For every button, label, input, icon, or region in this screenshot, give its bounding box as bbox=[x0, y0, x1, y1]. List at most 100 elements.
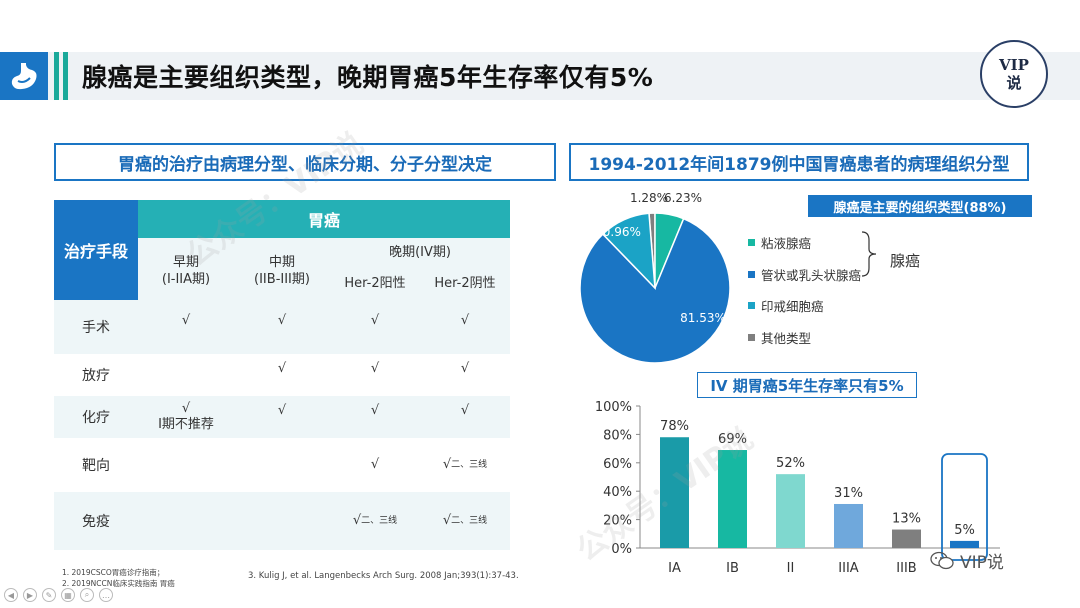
highlight-box bbox=[941, 453, 988, 561]
bar-data-label: 5% bbox=[954, 523, 975, 538]
cell-early: √ I期不推荐 bbox=[158, 401, 214, 432]
legend-item: 其他类型 bbox=[748, 328, 811, 347]
check-mark: √ bbox=[442, 457, 452, 472]
bar bbox=[950, 540, 979, 548]
table-subheader: 早期 (I-IIA期) 中期 (IIB-III期) 晚期(IV期) Her-2阳… bbox=[138, 238, 510, 300]
stomach-logo-icon bbox=[0, 52, 48, 100]
bar-data-label: 52% bbox=[776, 456, 805, 471]
cell-her2neg: √ bbox=[460, 403, 470, 418]
references: 1. 2019CSCO胃癌诊疗指南； 2. 2019NCCN临床实践指南 胃癌 bbox=[62, 567, 175, 589]
cell-mid: √ bbox=[277, 313, 287, 328]
next-slide-icon[interactable]: ▶ bbox=[23, 588, 37, 602]
vip-badge-text: 说 bbox=[1006, 74, 1022, 92]
vip-badge-text: VIP bbox=[999, 56, 1029, 74]
y-tick-label: 60% bbox=[603, 457, 632, 472]
title-accent-bar bbox=[54, 52, 59, 100]
bar-data-label: 78% bbox=[660, 419, 689, 434]
table-row: 化疗 √ I期不推荐 √ √ √ bbox=[54, 396, 510, 438]
survival-banner: IV 期胃癌5年生存率只有5% bbox=[697, 372, 917, 398]
pie-data-label: 10.96% bbox=[595, 225, 641, 239]
pen-icon[interactable]: ✎ bbox=[42, 588, 56, 602]
adenocarcinoma-banner: 腺癌是主要的组织类型(88%) bbox=[808, 195, 1032, 217]
slides-icon[interactable]: ▦ bbox=[61, 588, 75, 602]
wechat-account-name: VIP说 bbox=[960, 553, 1004, 573]
table-row: 免疫 √ 二、三线 √ 二、三线 bbox=[54, 492, 510, 550]
bar bbox=[718, 450, 747, 548]
row-label: 靶向 bbox=[82, 458, 110, 474]
x-tick-label: IA bbox=[668, 561, 681, 576]
x-tick-label: II bbox=[787, 561, 795, 576]
legend-swatch bbox=[748, 271, 755, 278]
pie-data-label: 6.23% bbox=[664, 191, 702, 205]
row-label: 放疗 bbox=[82, 368, 110, 384]
legend-label: 管状或乳头状腺癌 bbox=[761, 268, 862, 283]
bar bbox=[892, 529, 921, 548]
more-icon[interactable]: … bbox=[99, 588, 113, 602]
cell-her2neg: √ bbox=[460, 361, 470, 376]
cell-mid: √ bbox=[277, 403, 287, 418]
check-mark: √ bbox=[352, 513, 362, 528]
bar-data-label: 31% bbox=[834, 486, 863, 501]
title-accent-bar bbox=[63, 52, 68, 100]
zoom-icon[interactable]: ⌕ bbox=[80, 588, 94, 602]
row-label: 免疫 bbox=[82, 514, 110, 530]
reference-item: 2. 2019NCCN临床实践指南 胃癌 bbox=[62, 579, 175, 588]
x-tick-label: IIIA bbox=[838, 561, 859, 576]
adenocarcinoma-brace-label: 腺癌 bbox=[890, 252, 921, 270]
legend-label: 其他类型 bbox=[761, 331, 812, 346]
table-corner-header: 治疗手段 bbox=[54, 200, 138, 300]
legend-item: 粘液腺癌 bbox=[748, 233, 811, 252]
cell-her2pos: √ bbox=[370, 313, 380, 328]
table-row: 手术 √ √ √ √ bbox=[54, 300, 510, 354]
table-group-header: 胃癌 bbox=[138, 200, 510, 238]
pie-chart: 1.28%6.23% 81.53% 10.96% bbox=[579, 191, 731, 364]
pie-slice bbox=[579, 217, 731, 364]
col-header-late: 晚期(IV期) bbox=[389, 245, 451, 260]
page-title: 腺癌是主要组织类型，晚期胃癌5年生存率仅有5% bbox=[82, 63, 654, 92]
prev-slide-icon[interactable]: ◀ bbox=[4, 588, 18, 602]
cell-her2pos: √ 二、三线 bbox=[330, 492, 420, 550]
pie-slice bbox=[601, 212, 656, 291]
line-note: 二、三线 bbox=[451, 516, 488, 526]
pie-data-label: 81.53% bbox=[680, 311, 726, 325]
bar-data-label: 13% bbox=[892, 512, 921, 527]
bar bbox=[776, 474, 805, 548]
wechat-watermark: VIP说 bbox=[930, 548, 1004, 573]
histology-section-title: 1994-2012年间1879例中国胃癌患者的病理组织分型 bbox=[569, 143, 1029, 181]
header-bar bbox=[0, 52, 1080, 100]
cell-early bbox=[138, 348, 234, 390]
slide-toolbar[interactable]: ◀ ▶ ✎ ▦ ⌕ … bbox=[4, 588, 118, 602]
col-header-early: 早期 (I-IIA期) bbox=[161, 255, 211, 287]
y-tick-label: 40% bbox=[603, 485, 632, 500]
legend-item: 管状或乳头状腺癌 bbox=[748, 265, 861, 284]
col-header-her2pos: Her-2阳性 bbox=[344, 276, 406, 291]
col-header-mid: 中期 (IIB-III期) bbox=[254, 255, 310, 287]
line-note: 二、三线 bbox=[361, 516, 398, 526]
legend-label: 粘液腺癌 bbox=[761, 236, 812, 251]
y-tick-label: 0% bbox=[611, 542, 632, 557]
x-tick-label: IB bbox=[726, 561, 739, 576]
reference-item: 3. Kulig J, et al. Langenbecks Arch Surg… bbox=[248, 571, 519, 581]
cell-her2neg: √ 二、三线 bbox=[420, 492, 510, 550]
y-tick-label: 20% bbox=[603, 514, 632, 529]
cell-early: √ bbox=[181, 313, 191, 328]
row-label: 化疗 bbox=[82, 410, 110, 426]
legend-swatch bbox=[748, 302, 755, 309]
treatment-section-title: 胃癌的治疗由病理分型、临床分期、分子分型决定 bbox=[54, 143, 556, 181]
y-tick-label: 100% bbox=[595, 400, 632, 415]
x-tick-label: IIIB bbox=[896, 561, 916, 576]
cell-her2pos: √ bbox=[370, 361, 380, 376]
cell-mid: √ bbox=[277, 361, 287, 376]
cell-her2neg: √ bbox=[460, 313, 470, 328]
line-note: 二、三线 bbox=[451, 460, 488, 470]
table-row: 靶向 √ √ 二、三线 bbox=[54, 438, 510, 492]
bar bbox=[834, 503, 863, 548]
treatment-table: 治疗手段 胃癌 早期 (I-IIA期) 中期 (IIB-III期) 晚期(IV期… bbox=[54, 200, 510, 550]
vip-badge: VIP 说 bbox=[980, 40, 1048, 108]
cell-her2pos: √ bbox=[370, 457, 380, 472]
bar-data-label: 69% bbox=[718, 432, 747, 447]
survival-bar-chart: 0% 20% 40% 60% 80% 100% 78% IA 69% IB 52% II 31% IIIA… bbox=[595, 400, 1000, 576]
col-header-her2neg: Her-2阴性 bbox=[434, 276, 496, 291]
legend-label: 印戒细胞癌 bbox=[761, 299, 824, 314]
wechat-icon bbox=[930, 551, 954, 569]
